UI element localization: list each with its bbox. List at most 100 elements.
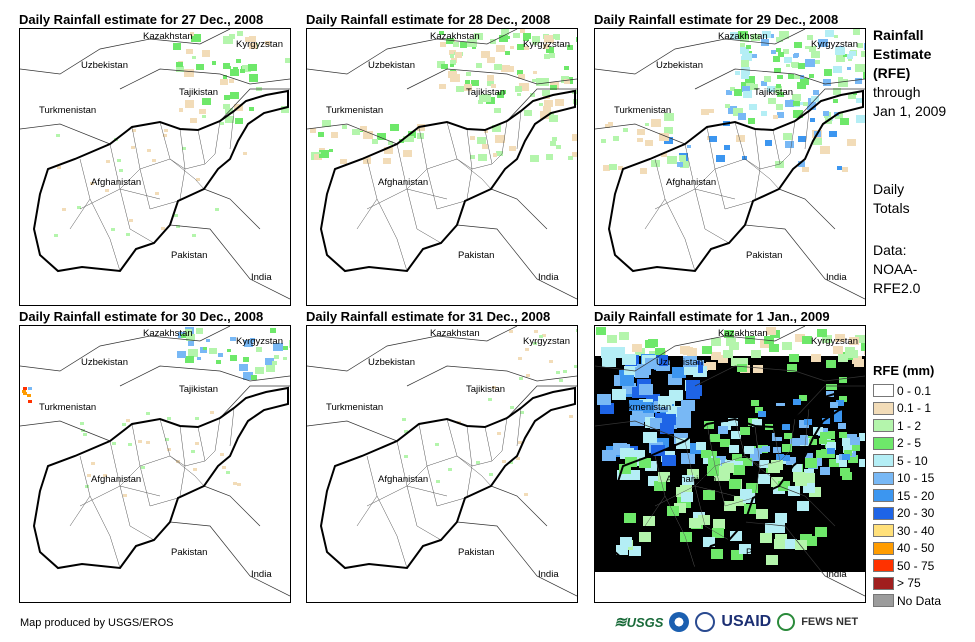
- legend-label: 0.1 - 1: [897, 401, 932, 416]
- legend-swatch: [873, 489, 894, 503]
- country-label: Afghanistan: [666, 177, 717, 188]
- rainfall-map-panel: Kazakhstan Kyrgyzstan Uzbekistan Tajikistan…: [306, 28, 578, 306]
- country-label: Pakistan: [746, 547, 783, 558]
- legend-title: RFE (mm): [873, 363, 935, 378]
- country-label: India: [826, 569, 847, 580]
- country-label: Pakistan: [458, 547, 495, 558]
- country-label: Pakistan: [171, 250, 208, 261]
- country-label: Tajikistan: [466, 384, 506, 395]
- country-label: Kyrgyzstan: [523, 336, 570, 347]
- rainfall-map-panel: Kazakhstan Kyrgyzstan Uzbekistan Tajikistan…: [19, 28, 291, 306]
- panel-title: Daily Rainfall estimate for 31 Dec., 200…: [306, 309, 551, 324]
- legend-item: 10 - 15: [873, 470, 941, 488]
- legend-swatch: [873, 454, 894, 468]
- border-lines: [20, 326, 290, 597]
- country-label: Turkmenistan: [614, 402, 672, 413]
- country-label: Tajikistan: [754, 87, 794, 98]
- legend-item: 0 - 0.1: [873, 382, 941, 400]
- panel-title: Daily Rainfall estimate for 1 Jan., 2009: [594, 309, 830, 324]
- country-label: India: [538, 272, 559, 283]
- legend-label: > 75: [897, 576, 921, 591]
- side-data-source: Data: NOAA- RFE2.0: [873, 241, 920, 298]
- legend-label: 20 - 30: [897, 506, 935, 521]
- usgs-logo: ≋USGS: [614, 614, 664, 631]
- rainfall-map-panel: Kazakhstan Kyrgyzstan Uzbekistan Tajikistan…: [306, 325, 578, 603]
- rainfall-map-panel: Kazakhstan Kyrgyzstan Uzbekistan Tajikistan…: [594, 28, 866, 306]
- legend-swatch: [873, 594, 894, 608]
- country-label: Pakistan: [458, 250, 495, 261]
- usaid-logo: USAID: [721, 613, 772, 630]
- legend-swatch: [873, 506, 894, 520]
- afghanistan-outline: [319, 89, 576, 273]
- border-lines: [595, 326, 865, 597]
- legend-label: 5 - 10: [897, 453, 928, 468]
- legend-label: 40 - 50: [897, 541, 935, 556]
- country-label: Kazakhstan: [718, 31, 768, 42]
- country-label: Uzbekistan: [656, 60, 703, 71]
- side-title-line: Rainfall: [873, 27, 924, 43]
- afghanistan-outline: [607, 386, 864, 570]
- seal-icon: [695, 612, 716, 632]
- legend-item: 15 - 20: [873, 487, 941, 505]
- legend-label: 50 - 75: [897, 558, 935, 573]
- country-label: Kyrgyzstan: [236, 39, 283, 50]
- country-label: Kyrgyzstan: [811, 336, 858, 347]
- country-label: Kyrgyzstan: [523, 39, 570, 50]
- side-totals-line: Totals: [873, 200, 910, 216]
- country-label: Kazakhstan: [143, 328, 193, 339]
- country-label: Uzbekistan: [81, 357, 128, 368]
- country-label: Kyrgyzstan: [811, 39, 858, 50]
- legend-item: 2 - 5: [873, 435, 941, 453]
- country-label: Turkmenistan: [39, 402, 97, 413]
- panel-title: Daily Rainfall estimate for 27 Dec., 200…: [19, 12, 264, 27]
- map-canvas: [307, 29, 577, 300]
- country-label: Pakistan: [746, 250, 783, 261]
- globe-icon: [777, 613, 796, 631]
- border-lines: [595, 29, 865, 300]
- country-label: Kazakhstan: [430, 31, 480, 42]
- country-label: Tajikistan: [466, 87, 506, 98]
- legend-swatch: [873, 576, 894, 590]
- legend-label: 2 - 5: [897, 436, 922, 451]
- legend-swatch: [873, 436, 894, 450]
- country-label: India: [251, 272, 272, 283]
- afghanistan-outline: [319, 386, 576, 570]
- legend-swatch: [873, 559, 894, 573]
- country-label: Kazakhstan: [718, 328, 768, 339]
- legend-swatch: [873, 384, 894, 398]
- country-label: Turkmenistan: [326, 402, 384, 413]
- side-data-line: Data:: [873, 242, 907, 258]
- map-canvas: [20, 29, 290, 300]
- side-through-date: Jan 1, 2009: [873, 103, 947, 119]
- credit-text: Map produced by USGS/EROS: [20, 617, 174, 629]
- legend: RFE (mm) 0 - 0.1 0.1 - 1 1 - 2 2 - 5 5 - 10 1…: [873, 363, 941, 610]
- side-title-line: Estimate: [873, 46, 932, 62]
- legend-label: 10 - 15: [897, 471, 935, 486]
- rainfall-map-panel: Kazakhstan Kyrgyzstan Uzbekistan Tajikistan…: [594, 325, 866, 603]
- legend-item: No Data: [873, 592, 941, 610]
- side-title: Rainfall Estimate (RFE) through Jan 1, 2…: [873, 26, 946, 121]
- legend-label: No Data: [897, 593, 942, 608]
- side-data-line: NOAA-: [873, 261, 918, 277]
- country-label: Pakistan: [171, 547, 208, 558]
- rainfall-map-panel: Kazakhstan Kyrgyzstan Uzbekistan Tajikistan…: [19, 325, 291, 603]
- legend-swatch: [873, 524, 894, 538]
- side-data-line: RFE2.0: [873, 280, 921, 296]
- legend-swatch: [873, 401, 894, 415]
- afghanistan-outline: [607, 89, 864, 273]
- legend-swatch: [873, 419, 894, 433]
- country-label: Uzbekistan: [656, 357, 703, 368]
- country-label: India: [251, 569, 272, 580]
- legend-item: 20 - 30: [873, 505, 941, 523]
- country-label: Kyrgyzstan: [236, 336, 283, 347]
- panel-title: Daily Rainfall estimate for 28 Dec., 200…: [306, 12, 551, 27]
- border-lines: [20, 29, 290, 300]
- legend-item: 30 - 40: [873, 522, 941, 540]
- legend-item: 1 - 2: [873, 417, 941, 435]
- country-label: Tajikistan: [179, 87, 219, 98]
- legend-item: 0.1 - 1: [873, 400, 941, 418]
- legend-swatch: [873, 471, 894, 485]
- country-label: Turkmenistan: [614, 105, 672, 116]
- legend-swatch: [873, 541, 894, 555]
- legend-label: 1 - 2: [897, 418, 922, 433]
